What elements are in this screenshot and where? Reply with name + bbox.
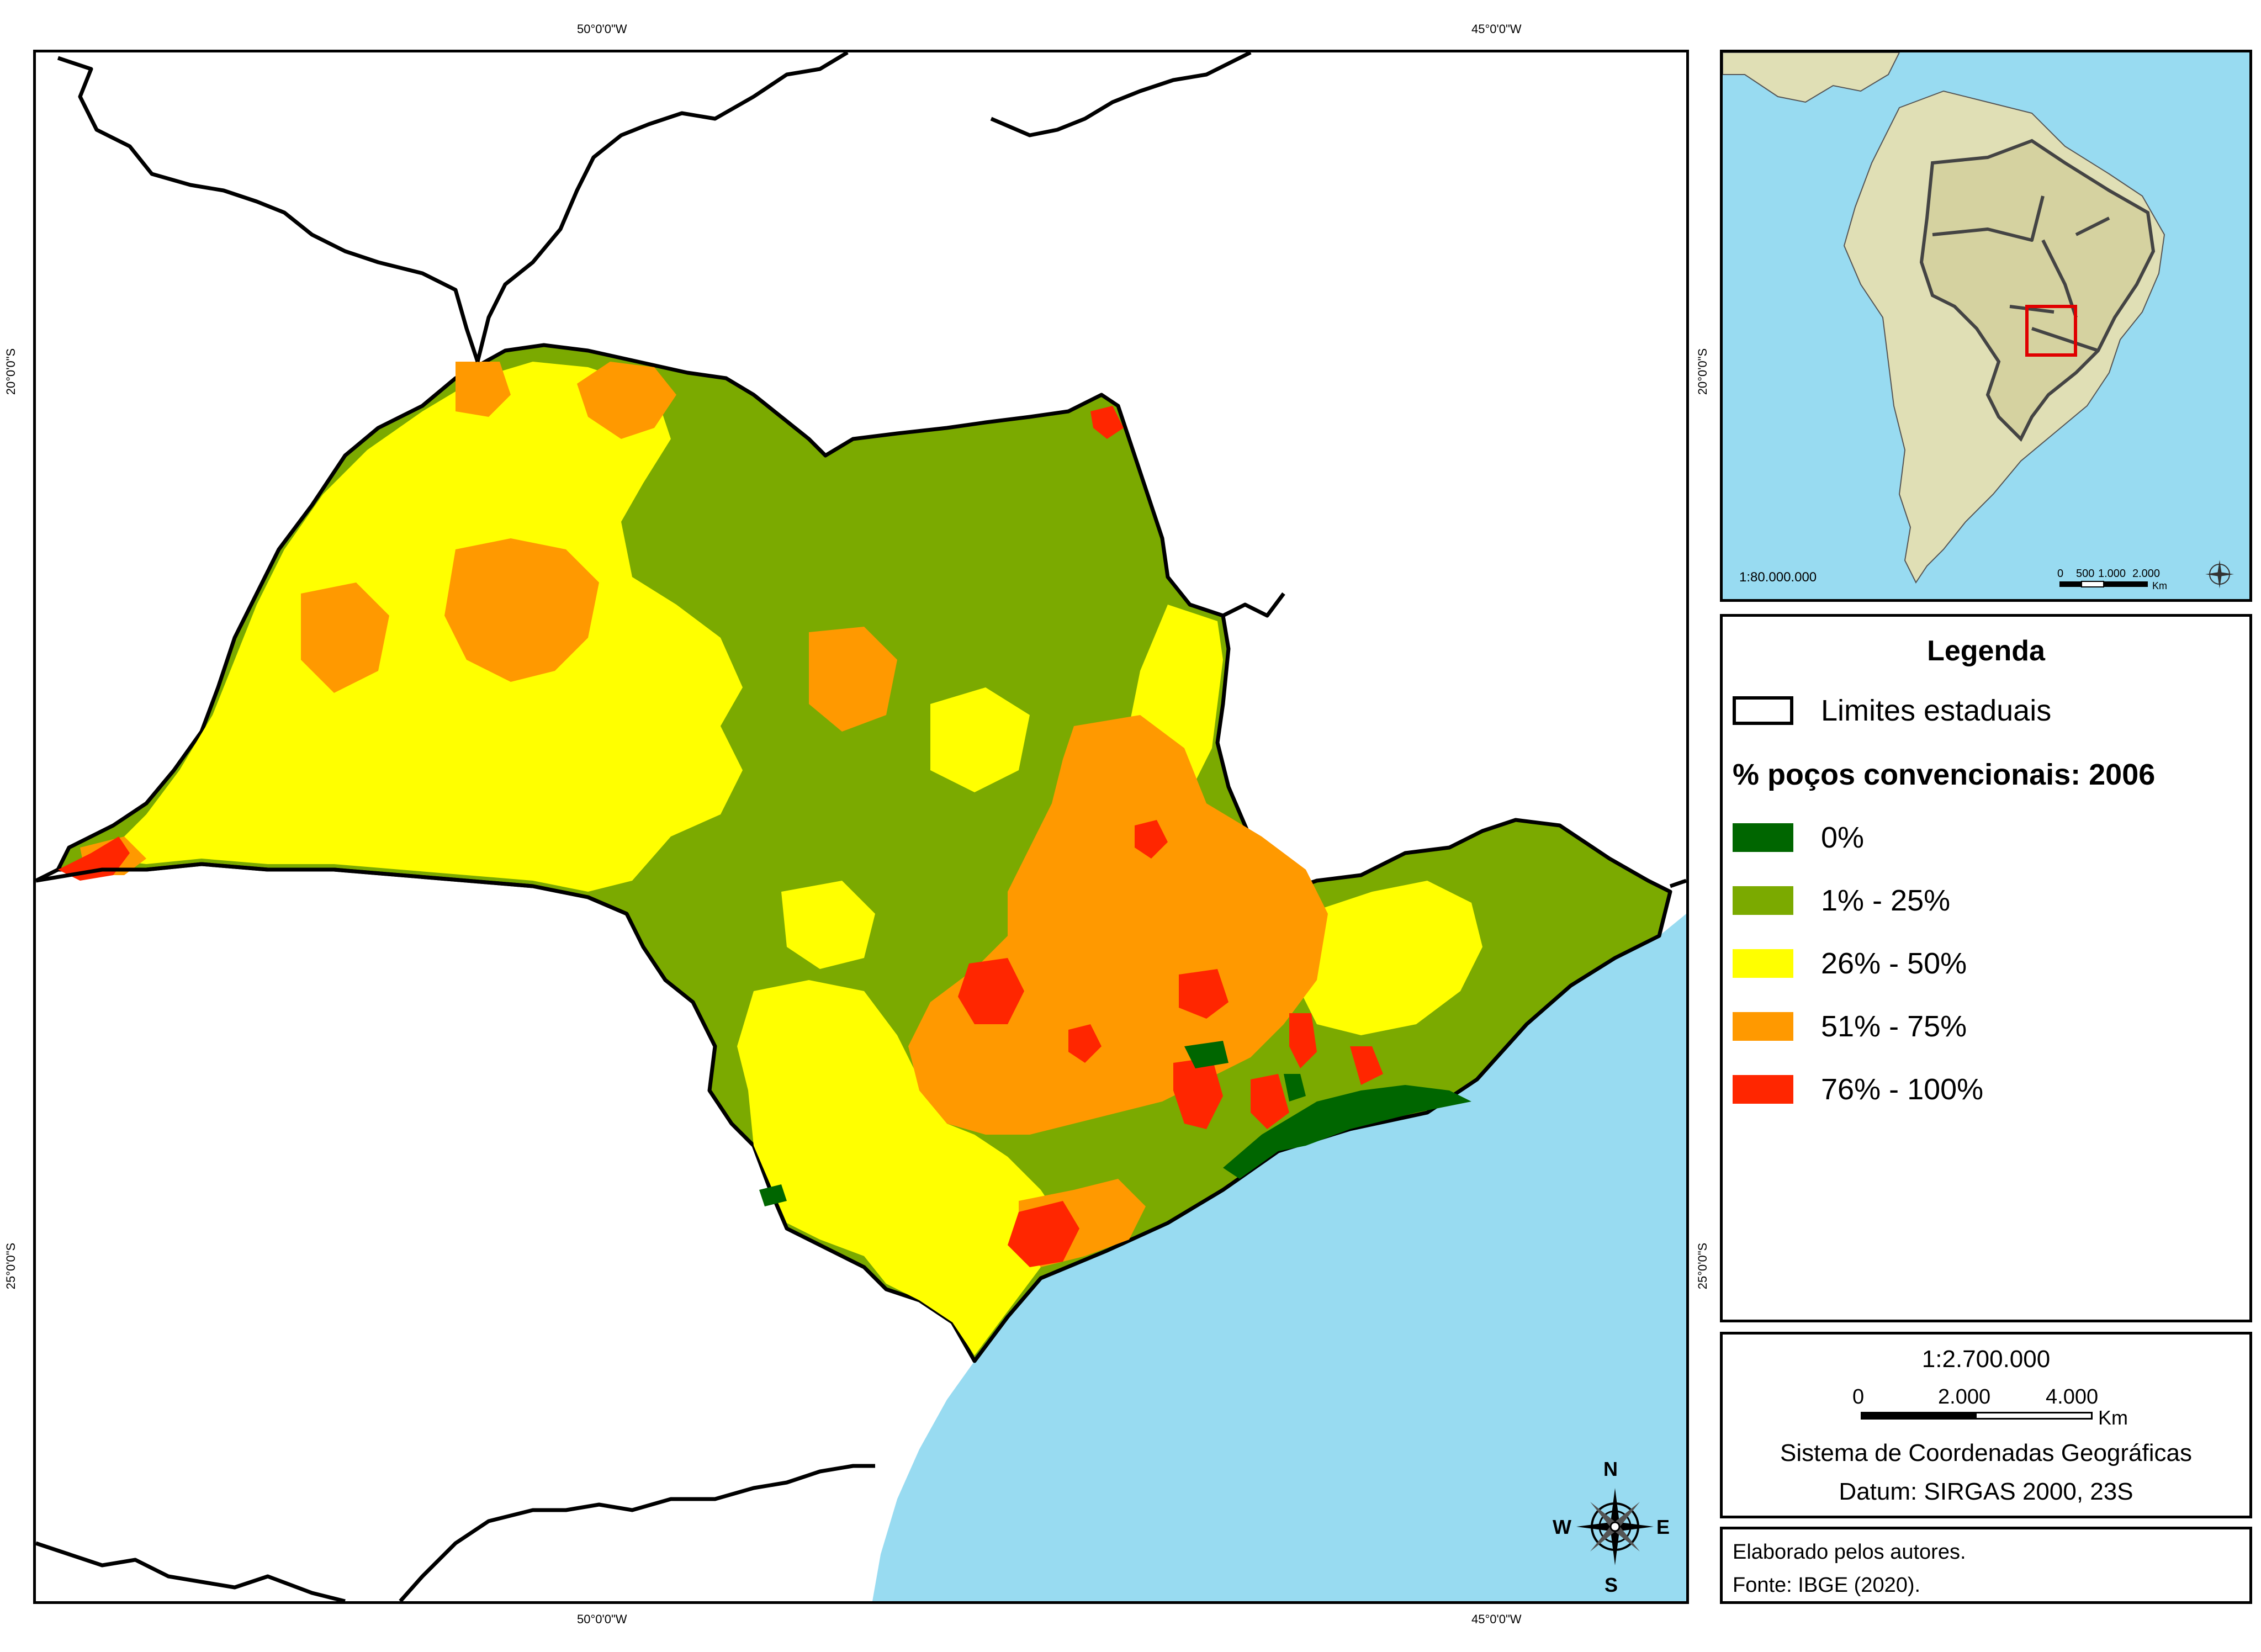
- legend-item-class: 76% - 100%: [1733, 1073, 1983, 1106]
- class-region-darkgreen: [759, 1184, 787, 1206]
- scale-unit: Km: [2098, 1406, 2128, 1429]
- class-region-yellow: [930, 687, 1030, 792]
- legend-box: Legenda Limites estaduais % poços conven…: [1720, 614, 2252, 1322]
- class-region-orange: [456, 362, 511, 417]
- main-map[interactable]: N S W E: [33, 50, 1689, 1604]
- legend-label-boundary: Limites estaduais: [1821, 694, 2052, 727]
- class-region-yellow: [1295, 881, 1482, 1035]
- legend-swatch: [1733, 823, 1793, 852]
- inset-brazil: [1919, 139, 2156, 442]
- class-region-darkgreen: [1284, 1074, 1306, 1102]
- graticule-left-25s: 25°0'0"S: [4, 1242, 18, 1290]
- class-region-darkgreen: [1223, 1085, 1471, 1179]
- class-region-orange: [908, 715, 1328, 1135]
- legend-item-boundary: Limites estaduais: [1733, 694, 2051, 727]
- legend-item-class: 1% - 25%: [1733, 884, 1950, 917]
- scale-label-2000: 2.000: [1938, 1385, 1991, 1409]
- class-region-red: [1135, 820, 1168, 859]
- main-map-svg: [36, 52, 1686, 1601]
- scale-datum: Datum: SIRGAS 2000, 23S: [1839, 1478, 2133, 1505]
- legend-swatch-boundary: [1733, 696, 1793, 725]
- north-arrow: [1574, 1482, 1656, 1571]
- legend-label: 76% - 100%: [1821, 1073, 1984, 1106]
- scale-box: 1:2.700.000 0 2.000 4.000 Km Sistema de …: [1720, 1332, 2252, 1518]
- legend-title: Legenda: [1927, 635, 2045, 667]
- inset-brazil-states: [1932, 195, 2110, 352]
- scale-bar: [1861, 1412, 2093, 1420]
- graticule-top-50w: 50°0'0"W: [577, 22, 627, 36]
- class-region-red: [1090, 406, 1124, 439]
- scale-ratio: 1:2.700.000: [1921, 1346, 2051, 1373]
- class-region-red: [1173, 1057, 1223, 1129]
- legend-label: 1% - 25%: [1821, 884, 1951, 917]
- class-region-red: [1008, 1201, 1079, 1267]
- graticule-top-45w: 45°0'0"W: [1471, 22, 1522, 36]
- inset-map[interactable]: 0 500 1.000 2.000 Km 1:80.000.000: [1720, 50, 2252, 602]
- graticule-bottom-50w: 50°0'0"W: [577, 1612, 627, 1626]
- inset-map-svg: 0 500 1.000 2.000 Km: [1723, 52, 2234, 591]
- inset-scale-bar: [2059, 581, 2148, 587]
- class-region-red: [1068, 1024, 1102, 1063]
- class-region-orange: [809, 627, 897, 732]
- legend-label: 26% - 50%: [1821, 947, 1967, 980]
- compass-rose-icon: [1576, 1488, 1654, 1565]
- compass-s: S: [1605, 1574, 1618, 1596]
- class-region-orange: [301, 583, 389, 693]
- graticule-right-20s: 20°0'0"S: [1696, 348, 1710, 395]
- scale-label-0: 0: [1852, 1385, 1865, 1409]
- inset-scale-label-2000: 2.000: [2132, 568, 2160, 580]
- compass-e: E: [1656, 1516, 1670, 1538]
- inset-scale-label-1000: 1.000: [2098, 568, 2126, 580]
- ocean: [872, 914, 1686, 1601]
- graticule-left-20s: 20°0'0"S: [4, 348, 18, 395]
- credits-line1: Elaborado pelos autores.: [1733, 1540, 1966, 1564]
- legend-swatch: [1733, 886, 1793, 915]
- inset-continent: [1723, 52, 1900, 103]
- legend-item-class: 51% - 75%: [1733, 1010, 1967, 1043]
- scale-crs: Sistema de Coordenadas Geográficas: [1780, 1439, 2192, 1466]
- class-region-red: [1251, 1074, 1289, 1129]
- class-region-yellow: [781, 881, 875, 969]
- legend-swatch: [1733, 949, 1793, 978]
- class-region-red: [958, 958, 1024, 1024]
- compass-n: N: [1603, 1458, 1618, 1480]
- legend-label: 0%: [1821, 821, 1865, 854]
- credits-box: Elaborado pelos autores. Fonte: IBGE (20…: [1720, 1527, 2252, 1604]
- inset-scale-text: 1:80.000.000: [1739, 570, 1817, 585]
- compass-w: W: [1553, 1516, 1571, 1538]
- class-region-red: [1350, 1046, 1383, 1085]
- inset-scale-label-500: 500: [2076, 568, 2094, 580]
- class-region-yellow: [102, 362, 743, 892]
- inset-highlight-box: [2025, 305, 2077, 357]
- legend-item-class: 26% - 50%: [1733, 947, 1967, 980]
- scale-label-4000: 4.000: [2046, 1385, 2099, 1409]
- class-region-red: [1289, 1013, 1317, 1068]
- class-region-orange: [577, 362, 676, 439]
- credits-line2: Fonte: IBGE (2020).: [1733, 1574, 1921, 1597]
- legend-swatch: [1733, 1012, 1793, 1041]
- inset-compass-icon: [2205, 560, 2234, 589]
- scale-bar-black: [1862, 1413, 1977, 1418]
- class-region-yellow: [737, 980, 1063, 1356]
- legend-label: 51% - 75%: [1821, 1010, 1967, 1043]
- graticule-bottom-45w: 45°0'0"W: [1471, 1612, 1522, 1626]
- graticule-right-25s: 25°0'0"S: [1696, 1242, 1710, 1290]
- legend-section-title: % poços convencionais: 2006: [1733, 758, 2156, 791]
- class-region-orange: [444, 538, 599, 682]
- state-boundaries: [36, 52, 1686, 1601]
- class-region-darkgreen: [1184, 1041, 1229, 1068]
- legend-swatch: [1733, 1075, 1793, 1104]
- class-region-red: [1179, 969, 1229, 1019]
- inset-scale-unit: Km: [2152, 580, 2167, 591]
- legend-item-class: 0%: [1733, 821, 1864, 854]
- inset-scale-label-0: 0: [2057, 568, 2063, 580]
